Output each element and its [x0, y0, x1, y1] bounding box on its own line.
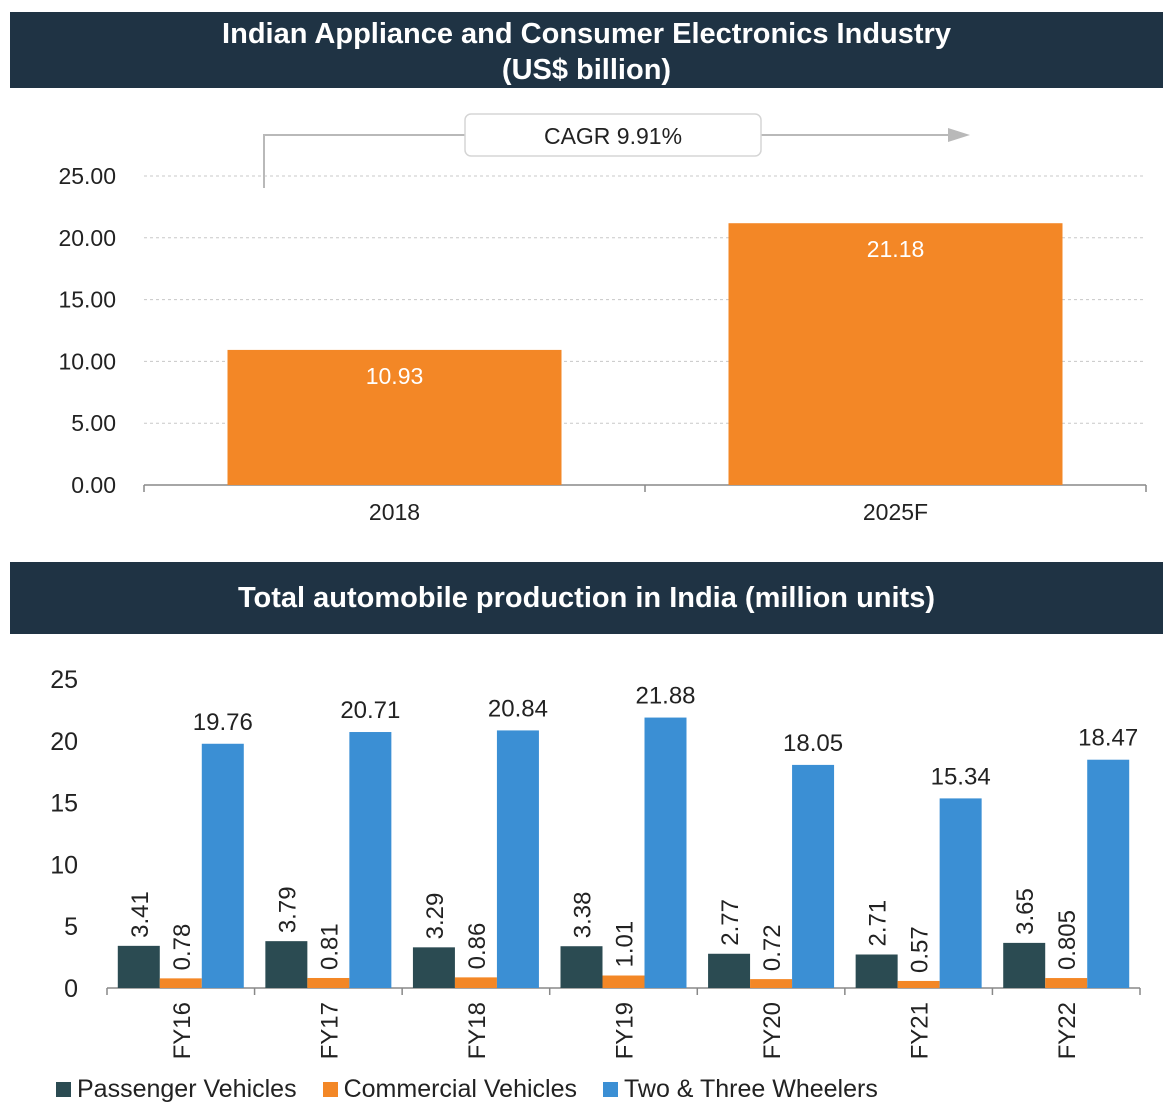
chart2-value-label-two-three: 18.05	[783, 730, 843, 757]
chart2-value-label-passenger: 3.79	[274, 886, 301, 933]
chart2-value-label-commercial: 0.57	[907, 926, 934, 973]
chart2-bar-commercial-FY21	[897, 980, 940, 988]
chart1-y-tick: 10.00	[58, 348, 116, 374]
legend-item-passenger: Passenger Vehicles	[56, 1075, 297, 1104]
chart1-x-label: 2025F	[863, 499, 928, 525]
chart2-value-label-two-three: 20.84	[488, 695, 548, 722]
legend-label-commercial: Commercial Vehicles	[343, 1075, 578, 1103]
chart2-x-label: FY19	[612, 1002, 639, 1059]
chart2-y-tick: 10	[50, 851, 78, 879]
chart2-value-label-passenger: 3.38	[570, 892, 597, 939]
chart2-x-label: FY20	[759, 1002, 786, 1059]
cagr-label: CAGR 9.91%	[544, 123, 682, 149]
chart2-value-label-passenger: 2.77	[717, 899, 744, 946]
chart1-bar-2018	[227, 349, 562, 485]
chart2-title: Total automobile production in India (mi…	[237, 582, 936, 614]
chart1-title-line1: Indian Appliance and Consumer Electronic…	[222, 18, 951, 50]
chart2-value-label-commercial: 0.72	[759, 924, 786, 971]
chart2-y-tick: 0	[64, 975, 78, 1003]
chart1-title-line2: (US$ billion)	[501, 54, 672, 86]
chart2-legend: Passenger Vehicles Commercial Vehicles T…	[56, 1075, 904, 1104]
legend-swatch-two-three	[603, 1082, 619, 1097]
chart2-x-label: FY16	[169, 1002, 196, 1059]
chart2-bar-passenger-FY22	[1003, 942, 1046, 988]
legend-swatch-passenger	[56, 1082, 71, 1097]
chart2-value-label-two-three: 15.34	[931, 763, 991, 790]
legend-label-passenger: Passenger Vehicles	[77, 1075, 297, 1103]
chart2-bar-commercial-FY20	[750, 979, 793, 988]
chart1-x-label: 2018	[369, 499, 420, 525]
chart2-bar-passenger-FY16	[117, 945, 160, 988]
chart2-value-label-passenger: 3.29	[422, 893, 449, 940]
chart2-x-label: FY22	[1054, 1002, 1081, 1059]
cagr-arrow-head	[948, 128, 970, 142]
chart2-value-label-commercial: 0.78	[169, 924, 196, 971]
chart2-bar-commercial-FY18	[454, 977, 497, 988]
chart1-y-tick: 0.00	[71, 472, 116, 498]
chart2-y-tick: 5	[64, 913, 78, 941]
chart1-bar-2025F	[728, 223, 1063, 485]
chart2-value-label-commercial: 0.81	[316, 923, 343, 970]
chart2-value-label-commercial: 0.86	[464, 923, 491, 970]
chart2-value-label-two-three: 18.47	[1078, 725, 1138, 752]
chart2-bar-two-three-FY20	[792, 764, 835, 988]
chart2-y-tick: 15	[50, 790, 78, 818]
chart2-title-banner: Total automobile production in India (mi…	[10, 562, 1163, 634]
chart2-value-label-passenger: 2.71	[865, 900, 892, 947]
chart1-y-tick: 25.00	[58, 163, 116, 189]
chart1-bar-value-label: 10.93	[366, 363, 424, 389]
legend-swatch-commercial	[322, 1082, 338, 1097]
chart2-bar-two-three-FY19	[644, 717, 687, 988]
chart2-value-label-commercial: 0.805	[1054, 910, 1081, 970]
legend-item-two-three: Two & Three Wheelers	[603, 1075, 878, 1104]
chart2-bar-commercial-FY19	[602, 975, 645, 988]
chart1-bar-value-label: 21.18	[867, 236, 925, 262]
cagr-label-box	[464, 113, 762, 157]
chart2-x-label: FY18	[464, 1002, 491, 1059]
chart2-bar-passenger-FY17	[265, 941, 308, 988]
chart2-x-label: FY17	[316, 1002, 343, 1059]
chart2-value-label-passenger: 3.41	[127, 891, 154, 938]
chart2-bar-two-three-FY16	[201, 743, 244, 988]
legend-item-commercial: Commercial Vehicles	[322, 1075, 578, 1104]
chart2-value-label-commercial: 1.01	[612, 921, 639, 968]
chart2-value-label-passenger: 3.65	[1012, 888, 1039, 935]
chart1-y-tick: 20.00	[58, 225, 116, 251]
chart2-x-label: FY21	[907, 1002, 934, 1059]
chart1-y-tick: 5.00	[71, 410, 116, 436]
chart2-bar-two-three-FY21	[939, 798, 982, 988]
automobile-bar-chart: 0 5 10 15 20 25 3.41 0.78 19.76 FY16 3.79 0.81 20.71…	[50, 666, 1141, 1059]
chart1-title-banner: Indian Appliance and Consumer Electronic…	[10, 12, 1163, 88]
chart2-bar-commercial-FY16	[159, 978, 202, 988]
chart1-y-tick: 15.00	[58, 287, 116, 313]
chart2-y-tick: 20	[50, 728, 78, 756]
appliance-bar-chart: 0.00 5.00 10.00 15.00 20.00 25.00 10.93 2018 21.…	[58, 113, 1147, 525]
chart2-bar-passenger-FY20	[708, 953, 751, 988]
chart2-bar-two-three-FY22	[1087, 759, 1130, 988]
chart2-y-tick: 25	[50, 666, 78, 694]
chart2-value-label-two-three: 19.76	[193, 709, 253, 736]
chart2-bar-passenger-FY19	[560, 946, 603, 988]
chart2-bar-two-three-FY17	[349, 732, 392, 988]
legend-label-two-three: Two & Three Wheelers	[624, 1075, 878, 1103]
chart2-bar-commercial-FY22	[1045, 978, 1088, 988]
chart2-bar-two-three-FY18	[496, 730, 539, 988]
chart2-bar-passenger-FY21	[855, 954, 898, 988]
chart2-value-label-two-three: 20.71	[340, 697, 400, 724]
chart2-bar-passenger-FY18	[412, 947, 455, 988]
chart2-bar-commercial-FY17	[307, 977, 350, 988]
chart2-value-label-two-three: 21.88	[635, 683, 695, 710]
